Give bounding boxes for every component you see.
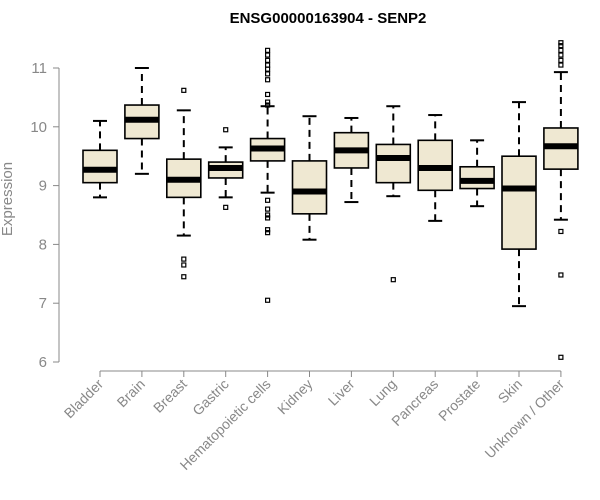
x-tick-label: Brain: [114, 376, 148, 410]
outlier-point: [265, 297, 271, 303]
box-group: [375, 105, 412, 283]
x-tick-label: Liver: [325, 376, 358, 409]
y-tick-label: 6: [39, 354, 47, 371]
outlier-point: [223, 204, 229, 210]
box-iqr: [82, 149, 118, 184]
outlier-point: [181, 256, 187, 262]
outlier-point: [265, 227, 271, 233]
outlier-point: [265, 215, 271, 221]
y-tick-label: 9: [39, 178, 47, 195]
outlier-point: [265, 102, 271, 108]
outlier-point: [558, 52, 564, 58]
outlier-point: [265, 212, 271, 218]
outlier-point: [558, 272, 564, 278]
outlier-point: [558, 62, 564, 68]
outlier-point: [265, 230, 271, 236]
x-tick-label: Bladder: [61, 376, 107, 422]
outlier-point: [558, 47, 564, 53]
box-iqr: [291, 160, 328, 215]
outlier-point: [265, 197, 271, 203]
y-tick-label: 11: [31, 60, 47, 77]
outlier-point: [558, 57, 564, 63]
x-tick-label: Breast: [150, 376, 190, 416]
outlier-point: [265, 91, 271, 98]
box-group: [333, 116, 370, 204]
y-axis: 6 7 8 9 10 11: [30, 60, 60, 371]
outlier-point: [558, 40, 564, 46]
x-tick-label: Pancreas: [388, 376, 441, 429]
box-group: [82, 119, 118, 199]
y-tick-label: 8: [39, 236, 47, 253]
box-group: [291, 115, 328, 241]
box-group: [124, 67, 160, 175]
outlier-point: [181, 262, 187, 268]
box-iqr: [459, 165, 495, 190]
outlier-point: [390, 277, 396, 283]
outlier-point: [265, 47, 271, 53]
box-group: [501, 101, 537, 308]
y-axis-label: Expression: [0, 162, 16, 236]
outlier-point: [265, 52, 271, 58]
outlier-point: [558, 354, 564, 360]
outlier-point: [265, 62, 271, 68]
outlier-point: [265, 57, 271, 63]
x-tick-label: Lung: [366, 376, 399, 409]
outlier-point: [558, 43, 564, 49]
outlier-point: [558, 228, 564, 235]
box-iqr: [501, 155, 537, 250]
boxes-group: [82, 40, 579, 360]
box-group: [249, 47, 286, 303]
outlier-point: [265, 206, 271, 212]
outlier-point: [265, 77, 271, 83]
chart-title: ENSG00000163904 - SENP2: [230, 10, 427, 27]
y-tick-label: 10: [30, 119, 47, 136]
x-tick-label: Unknown / Other: [481, 376, 567, 462]
x-tick-label: Skin: [495, 376, 526, 407]
box-iqr: [375, 143, 412, 184]
outlier-point: [265, 66, 271, 72]
x-tick-label: Prostate: [435, 376, 483, 424]
box-group: [207, 127, 244, 210]
outlier-point: [181, 274, 187, 280]
box-group: [166, 87, 202, 280]
outlier-point: [265, 71, 271, 77]
x-tick-label: Kidney: [274, 376, 316, 418]
outlier-point: [265, 99, 271, 105]
box-group: [459, 139, 495, 208]
box-group: [417, 114, 454, 222]
box-group: [543, 40, 579, 360]
y-tick-label: 7: [39, 295, 47, 312]
outlier-point: [223, 127, 229, 133]
outlier-point: [181, 87, 187, 93]
